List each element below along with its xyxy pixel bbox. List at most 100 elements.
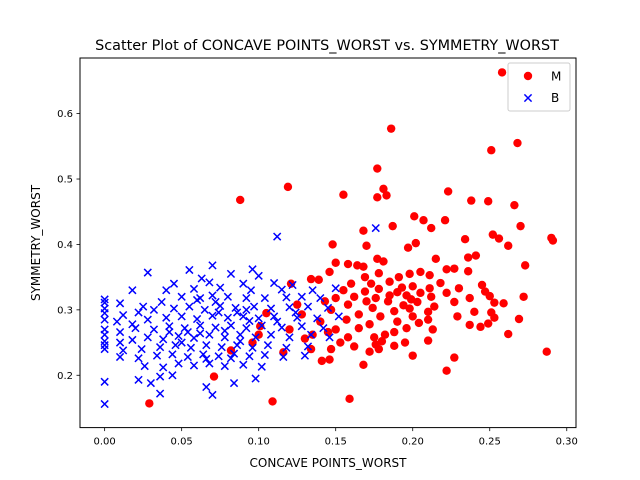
point-m-139 — [326, 344, 336, 354]
point-b-92 — [236, 330, 245, 339]
point-m-150 — [359, 360, 368, 370]
point-m-46 — [405, 269, 414, 279]
point-b-0 — [371, 223, 380, 233]
point-b-141 — [192, 295, 202, 305]
point-m-3 — [487, 146, 496, 155]
point-m-132 — [377, 337, 387, 346]
point-m-1 — [386, 124, 396, 133]
point-m-32 — [471, 251, 481, 260]
point-b-85 — [128, 335, 137, 345]
point-m-146 — [408, 351, 417, 360]
point-b-33 — [282, 293, 291, 302]
point-m-77 — [349, 292, 359, 301]
point-m-26 — [460, 235, 470, 244]
point-m-28 — [328, 240, 337, 249]
legend-marker-m — [523, 71, 533, 81]
legend-box — [507, 62, 571, 112]
point-b-39 — [134, 308, 143, 317]
point-m-112 — [414, 318, 424, 328]
point-b-133 — [168, 371, 177, 380]
point-b-112 — [152, 351, 162, 360]
point-b-104 — [217, 343, 226, 352]
point-b-16 — [189, 284, 199, 294]
point-m-43 — [450, 264, 459, 273]
point-m-88 — [292, 300, 302, 309]
point-b-67 — [100, 330, 109, 339]
point-b-30 — [223, 292, 233, 301]
chart-title: Scatter Plot of CONCAVE POINTS_WORST vs.… — [95, 38, 559, 54]
point-m-10 — [382, 191, 391, 200]
point-b-69 — [131, 324, 140, 333]
point-m-60 — [408, 282, 417, 291]
legend-x-glyph — [523, 93, 533, 103]
point-m-123 — [390, 327, 399, 337]
point-b-64 — [313, 314, 322, 323]
point-m-67 — [393, 287, 402, 297]
point-m-82 — [362, 297, 371, 306]
point-m-143 — [279, 348, 288, 357]
point-m-40 — [359, 262, 368, 271]
point-m-19 — [516, 221, 525, 231]
point-b-49 — [303, 302, 313, 311]
point-m-101 — [354, 310, 364, 319]
point-b-9 — [169, 279, 179, 288]
point-m-12 — [467, 196, 476, 205]
point-m-85 — [450, 297, 459, 307]
point-m-45 — [416, 267, 425, 277]
point-b-61 — [254, 314, 263, 323]
point-b-78 — [277, 323, 286, 332]
point-b-93 — [251, 333, 260, 342]
point-b-91 — [220, 333, 229, 342]
point-m-78 — [371, 293, 380, 303]
point-b-118 — [245, 352, 254, 361]
point-m-20 — [359, 226, 368, 235]
series-m-markers — [145, 68, 558, 408]
x-tick-label-5: 0.25 — [479, 437, 501, 448]
point-b-97 — [325, 333, 334, 342]
point-b-137 — [155, 389, 165, 398]
point-b-46 — [249, 302, 259, 311]
legend-marker-b — [523, 93, 533, 103]
point-m-4 — [373, 164, 382, 173]
point-m-93 — [405, 304, 414, 313]
point-m-76 — [331, 293, 340, 303]
point-m-90 — [399, 301, 408, 310]
point-b-11 — [239, 279, 248, 288]
point-m-100 — [297, 310, 307, 319]
point-b-21 — [331, 284, 340, 293]
point-b-103 — [202, 341, 211, 350]
point-m-70 — [442, 288, 451, 298]
point-m-106 — [514, 314, 524, 324]
point-b-43 — [200, 305, 209, 314]
point-m-74 — [485, 291, 494, 301]
point-b-113 — [168, 350, 177, 359]
point-m-49 — [425, 270, 434, 280]
point-b-153 — [214, 308, 223, 317]
point-b-142 — [211, 297, 220, 307]
point-m-36 — [379, 257, 388, 266]
point-b-129 — [257, 362, 266, 371]
point-b-95 — [285, 333, 294, 342]
point-m-31 — [403, 243, 413, 252]
point-b-144 — [245, 316, 254, 326]
point-m-121 — [428, 325, 437, 334]
point-b-26 — [157, 297, 166, 307]
point-m-17 — [440, 216, 450, 225]
y-tick-label-3: 0.5 — [57, 175, 73, 186]
point-b-22 — [100, 295, 109, 304]
point-m-111 — [365, 320, 374, 329]
point-m-92 — [368, 303, 377, 313]
point-b-84 — [115, 338, 125, 347]
point-b-50 — [323, 303, 333, 313]
point-b-76 — [242, 324, 251, 333]
point-b-111 — [134, 354, 143, 363]
point-b-87 — [159, 335, 168, 344]
point-m-63 — [425, 284, 434, 293]
point-m-15 — [410, 212, 419, 221]
point-b-125 — [189, 361, 199, 370]
point-m-141 — [374, 344, 384, 354]
point-b-58 — [208, 311, 217, 320]
point-b-119 — [260, 350, 269, 360]
point-m-47 — [325, 267, 334, 277]
point-b-55 — [162, 313, 171, 322]
